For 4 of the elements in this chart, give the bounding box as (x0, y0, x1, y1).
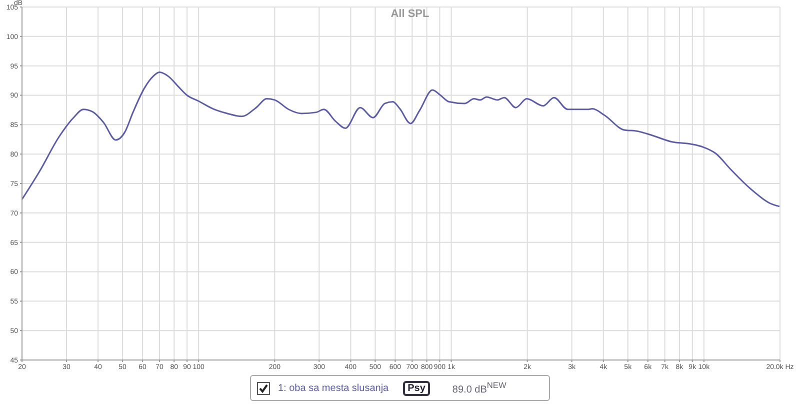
text: Psy (402, 380, 430, 396)
chart-title: All SPL (390, 8, 430, 20)
text: 89.0 dB$^{NEW}$ (452, 380, 506, 396)
text: 1: oba sa mesta slusanja (278, 382, 389, 394)
